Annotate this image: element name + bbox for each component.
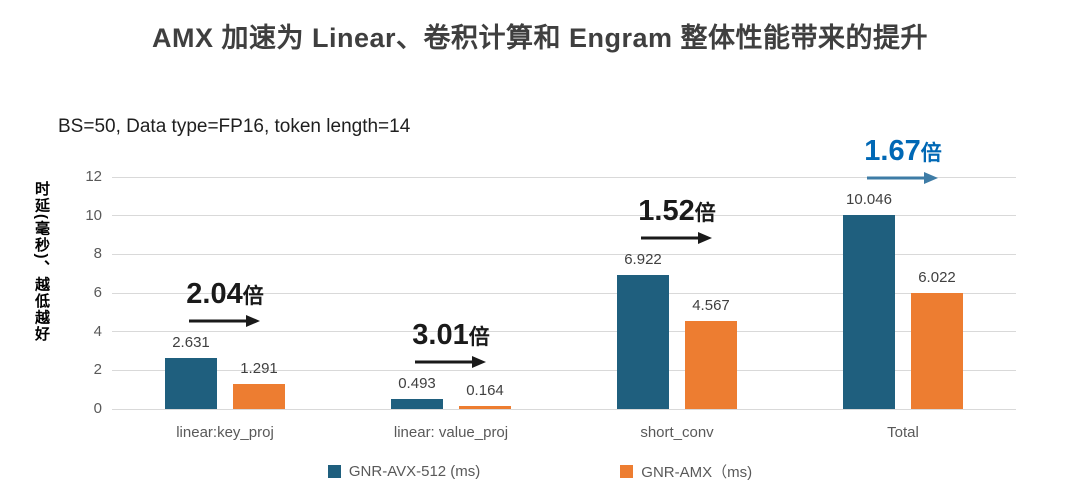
annotation-value: 1.52 xyxy=(638,195,695,228)
annotation-value: 3.01 xyxy=(412,319,469,352)
value-label: 4.567 xyxy=(692,296,730,314)
bar xyxy=(233,384,285,409)
legend-label: GNR-AVX-512 (ms) xyxy=(348,463,481,480)
right-arrow-icon xyxy=(415,355,487,374)
annotation-value: 2.04 xyxy=(186,278,243,311)
category-label: linear: value_proj xyxy=(393,424,509,441)
annotation-speedup-label: 3.01倍 xyxy=(366,319,536,351)
legend-label: GNR-AMX（ms) xyxy=(641,464,753,481)
bar xyxy=(459,405,511,409)
legend-item: GNR-AMX（ms) xyxy=(620,461,752,482)
right-arrow-icon xyxy=(867,171,939,190)
gridline xyxy=(112,215,1016,217)
value-label: 6.922 xyxy=(624,251,662,269)
annotation-unit: 倍 xyxy=(694,202,716,226)
value-label: 2.631 xyxy=(172,334,210,352)
gridline xyxy=(112,292,1016,294)
category-label: linear:key_proj xyxy=(176,424,274,441)
category-label: Total xyxy=(887,424,919,441)
annotation-value: 1.67 xyxy=(864,134,921,167)
value-label: 10.046 xyxy=(846,190,892,208)
right-arrow-icon xyxy=(189,314,261,333)
annotation-unit: 倍 xyxy=(242,285,264,309)
value-label: 6.022 xyxy=(918,268,956,286)
bar xyxy=(685,320,737,409)
category-label: short_conv xyxy=(640,424,714,441)
annotation-speedup-label: 1.52倍 xyxy=(592,195,762,227)
gridline xyxy=(112,253,1016,255)
legend: GNR-AVX-512 (ms) GNR-AMX（ms) xyxy=(0,461,1080,482)
right-arrow-icon xyxy=(641,231,713,250)
annotation-unit: 倍 xyxy=(920,141,942,165)
y-tick-label: 12 xyxy=(85,168,102,185)
gridline xyxy=(112,176,1016,178)
bar xyxy=(165,358,217,409)
y-tick-label: 6 xyxy=(93,284,102,301)
legend-swatch-icon xyxy=(620,465,634,478)
bar xyxy=(843,214,895,409)
annotation-speedup-label: 2.04倍 xyxy=(140,278,310,310)
bar xyxy=(617,275,669,409)
bar xyxy=(911,292,963,409)
y-tick-label: 2 xyxy=(93,361,102,379)
gridline xyxy=(112,369,1016,371)
chart-subtitle: BS=50, Data type=FP16, token length=14 xyxy=(58,116,411,137)
legend-swatch-icon xyxy=(327,465,341,478)
gridline xyxy=(112,408,1016,410)
value-label: 0.164 xyxy=(466,381,504,399)
bar xyxy=(391,399,443,409)
legend-item: GNR-AVX-512 (ms) xyxy=(327,463,481,480)
annotation-speedup-label: 1.67倍 xyxy=(818,135,988,167)
gridline xyxy=(112,331,1016,333)
annotation-unit: 倍 xyxy=(468,326,490,350)
value-label: 0.493 xyxy=(398,375,436,393)
y-axis-label: 时延(毫秒)、越低越好 xyxy=(33,181,50,343)
chart-title: AMX 加速为 Linear、卷积计算和 Engram 整体性能带来的提升 xyxy=(151,23,929,53)
y-tick-label: 10 xyxy=(85,206,102,224)
y-tick-label: 8 xyxy=(93,245,102,263)
y-tick-label: 0 xyxy=(93,400,102,417)
y-tick-label: 4 xyxy=(93,322,102,340)
value-label: 1.291 xyxy=(240,360,278,378)
